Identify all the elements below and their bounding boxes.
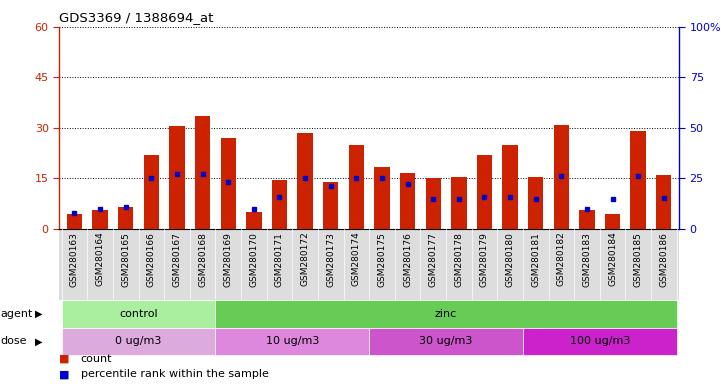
Text: 10 ug/m3: 10 ug/m3: [265, 336, 319, 346]
Text: count: count: [81, 354, 112, 364]
Bar: [272, 180, 287, 229]
Text: agent: agent: [1, 309, 33, 319]
Bar: [630, 131, 646, 229]
Bar: [323, 182, 338, 229]
Text: 100 ug/m3: 100 ug/m3: [570, 336, 630, 346]
Bar: [143, 155, 159, 229]
Bar: [579, 210, 595, 229]
Bar: [221, 138, 236, 229]
Bar: [451, 177, 466, 229]
Bar: [554, 124, 569, 229]
Bar: [528, 177, 544, 229]
Text: dose: dose: [1, 336, 27, 346]
Text: ■: ■: [59, 354, 70, 364]
Bar: [349, 145, 364, 229]
Bar: [374, 167, 389, 229]
Bar: [400, 173, 415, 229]
Bar: [195, 116, 211, 229]
Bar: [169, 126, 185, 229]
Text: ▶: ▶: [35, 309, 42, 319]
Bar: [297, 133, 313, 229]
Bar: [118, 207, 133, 229]
Text: ■: ■: [59, 369, 70, 379]
Bar: [67, 214, 82, 229]
Bar: [425, 178, 441, 229]
Text: 30 ug/m3: 30 ug/m3: [420, 336, 473, 346]
Text: 0 ug/m3: 0 ug/m3: [115, 336, 162, 346]
Bar: [605, 214, 620, 229]
Bar: [656, 175, 671, 229]
Bar: [92, 210, 108, 229]
Text: GDS3369 / 1388694_at: GDS3369 / 1388694_at: [59, 12, 213, 25]
Bar: [477, 155, 492, 229]
Bar: [246, 212, 262, 229]
Bar: [503, 145, 518, 229]
Text: zinc: zinc: [435, 309, 457, 319]
Text: control: control: [119, 309, 158, 319]
Text: ▶: ▶: [35, 336, 42, 346]
Text: percentile rank within the sample: percentile rank within the sample: [81, 369, 269, 379]
